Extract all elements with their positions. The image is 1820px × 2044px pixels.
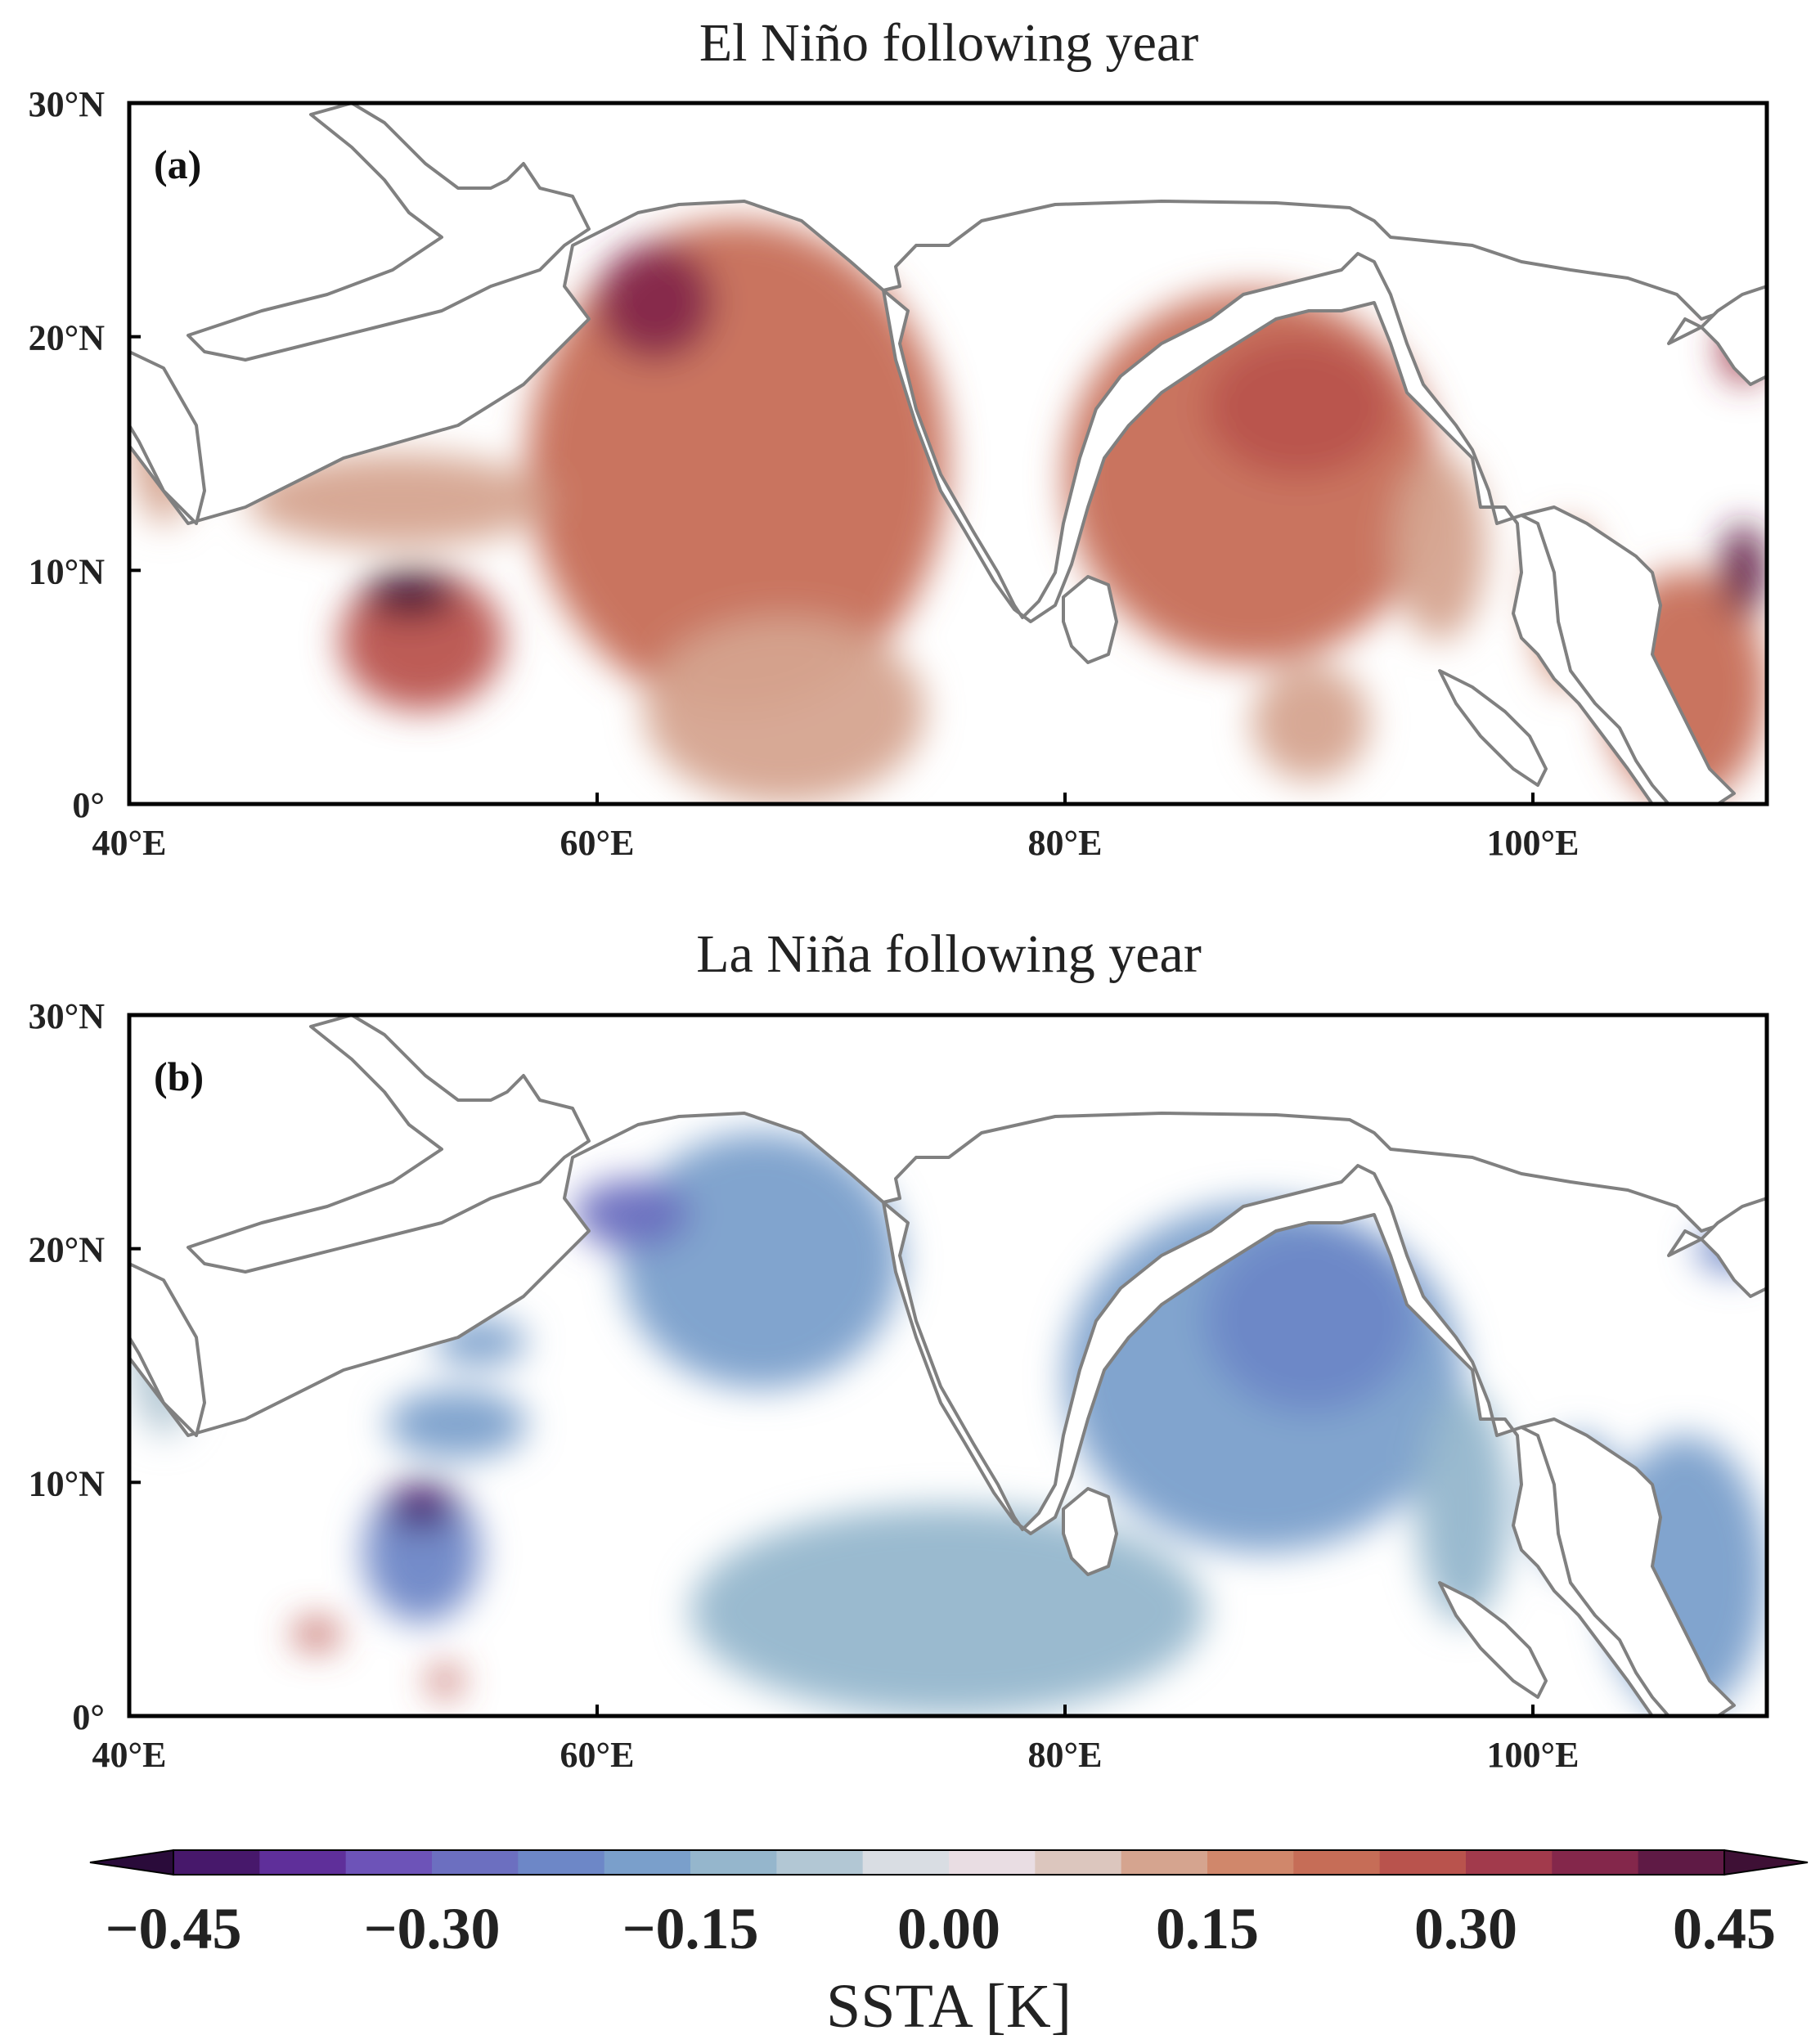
panel-a-xtick-label: 60°E — [560, 823, 635, 863]
panel-a-region-11 — [1392, 453, 1486, 641]
panel-b-region-1 — [573, 1178, 691, 1249]
panel-b-axes: 40°E 60°E 80°E 100°E 0° 10°N 20°N 30°N — [29, 996, 1580, 1775]
colorbar-swatch — [173, 1850, 260, 1875]
colorbar-swatch — [518, 1850, 605, 1875]
panel-a-frame — [127, 101, 1769, 806]
colorbar-extend-high — [1723, 1849, 1809, 1876]
colorbar-swatch — [690, 1850, 777, 1875]
panel-a-region-5 — [246, 453, 550, 547]
panel-a-region-14 — [1719, 523, 1767, 618]
panel-a-xtick-label: 40°E — [92, 823, 167, 863]
panel-a-ytick-label: 10°N — [29, 551, 106, 591]
panel-b-title: La Niña following year — [696, 924, 1202, 984]
colorbar-swatch — [1293, 1850, 1381, 1875]
colorbar: −0.45 −0.30 −0.15 0.00 0.15 0.30 0.45 — [89, 1849, 1809, 1961]
colorbar-outline — [173, 1849, 1725, 1876]
panel-b-xtick-label: 40°E — [92, 1735, 167, 1775]
colorbar-swatch — [1466, 1850, 1553, 1875]
panel-b-region-6 — [386, 1482, 457, 1530]
panel-b-region-0 — [620, 1131, 901, 1390]
panel-a-xtick-label: 80°E — [1028, 823, 1103, 863]
colorbar-swatch — [862, 1850, 950, 1875]
panel-b-region-16 — [429, 1666, 462, 1696]
colorbar-swatch — [776, 1850, 864, 1875]
panel-a-region-10 — [1252, 663, 1369, 781]
colorbar-swatch — [1552, 1850, 1639, 1875]
panel-b-label: (b) — [154, 1053, 204, 1099]
colorbar-swatch — [1638, 1850, 1725, 1875]
panel-b-ytick-label: 20°N — [29, 1230, 106, 1270]
colorbar-tick-label: −0.45 — [105, 1896, 241, 1961]
panel-b-coastline — [129, 1015, 1767, 1716]
panel-b: La Niña following year (b) 40°E 60°E 80°E 1… — [29, 924, 1769, 1775]
panel-a-ytick-label: 0° — [72, 785, 105, 825]
colorbar-tick-label: 0.45 — [1673, 1896, 1776, 1961]
colorbar-swatch — [432, 1850, 519, 1875]
panel-a-region-1 — [597, 243, 714, 361]
panel-a-ytick-label: 30°N — [29, 84, 106, 124]
panel-b-region-7 — [386, 1389, 528, 1459]
colorbar-tick-label: 0.30 — [1414, 1896, 1517, 1961]
panel-a-region-4 — [644, 617, 925, 804]
colorbar-label: SSTA [K] — [826, 1972, 1072, 2041]
panel-b-xtick-label: 100°E — [1487, 1735, 1580, 1775]
panel-a-region-3 — [363, 570, 457, 618]
colorbar-swatch — [949, 1850, 1036, 1875]
panel-a-axes: 40°E 60°E 80°E 100°E 0° 10°N 20°N 30°N — [29, 84, 1580, 863]
panel-a-title: El Niño following year — [699, 13, 1198, 73]
colorbar-swatch — [1379, 1850, 1467, 1875]
panel-a-coastline — [129, 103, 1767, 804]
panel-b-region-15 — [293, 1619, 340, 1650]
panel-b-frame — [127, 1013, 1769, 1718]
panel-b-ytick-label: 10°N — [29, 1463, 106, 1503]
colorbar-swatch — [259, 1850, 347, 1875]
panel-a: El Niño following year (a) 40°E 60°E 80°E 1… — [29, 13, 1769, 863]
panel-a-region-9 — [1205, 336, 1393, 478]
colorbar-extend-low — [89, 1849, 174, 1876]
colorbar-swatch — [1035, 1850, 1122, 1875]
colorbar-tick-label: −0.30 — [363, 1896, 500, 1961]
panel-b-ytick-label: 30°N — [29, 996, 106, 1036]
panel-a-xtick-label: 100°E — [1487, 823, 1580, 863]
panel-a-region-8 — [1065, 290, 1440, 664]
panel-b-region-4 — [1205, 1225, 1417, 1413]
panel-b-region-11 — [1416, 1389, 1510, 1623]
colorbar-tick-label: −0.15 — [622, 1896, 758, 1961]
panel-b-xtick-label: 80°E — [1028, 1735, 1103, 1775]
colorbar-tick-label: 0.00 — [897, 1896, 1000, 1961]
colorbar-swatch — [1207, 1850, 1294, 1875]
colorbar-tick-label: 0.15 — [1156, 1896, 1259, 1961]
colorbar-swatch — [604, 1850, 691, 1875]
panel-a-ytick-label: 20°N — [29, 318, 106, 358]
panel-b-ytick-label: 0° — [72, 1697, 105, 1737]
panel-b-region-2 — [690, 1505, 1206, 1716]
panel-a-label: (a) — [154, 142, 201, 187]
panel-b-xtick-label: 60°E — [560, 1735, 635, 1775]
colorbar-swatch — [345, 1850, 433, 1875]
colorbar-swatch — [1121, 1850, 1208, 1875]
